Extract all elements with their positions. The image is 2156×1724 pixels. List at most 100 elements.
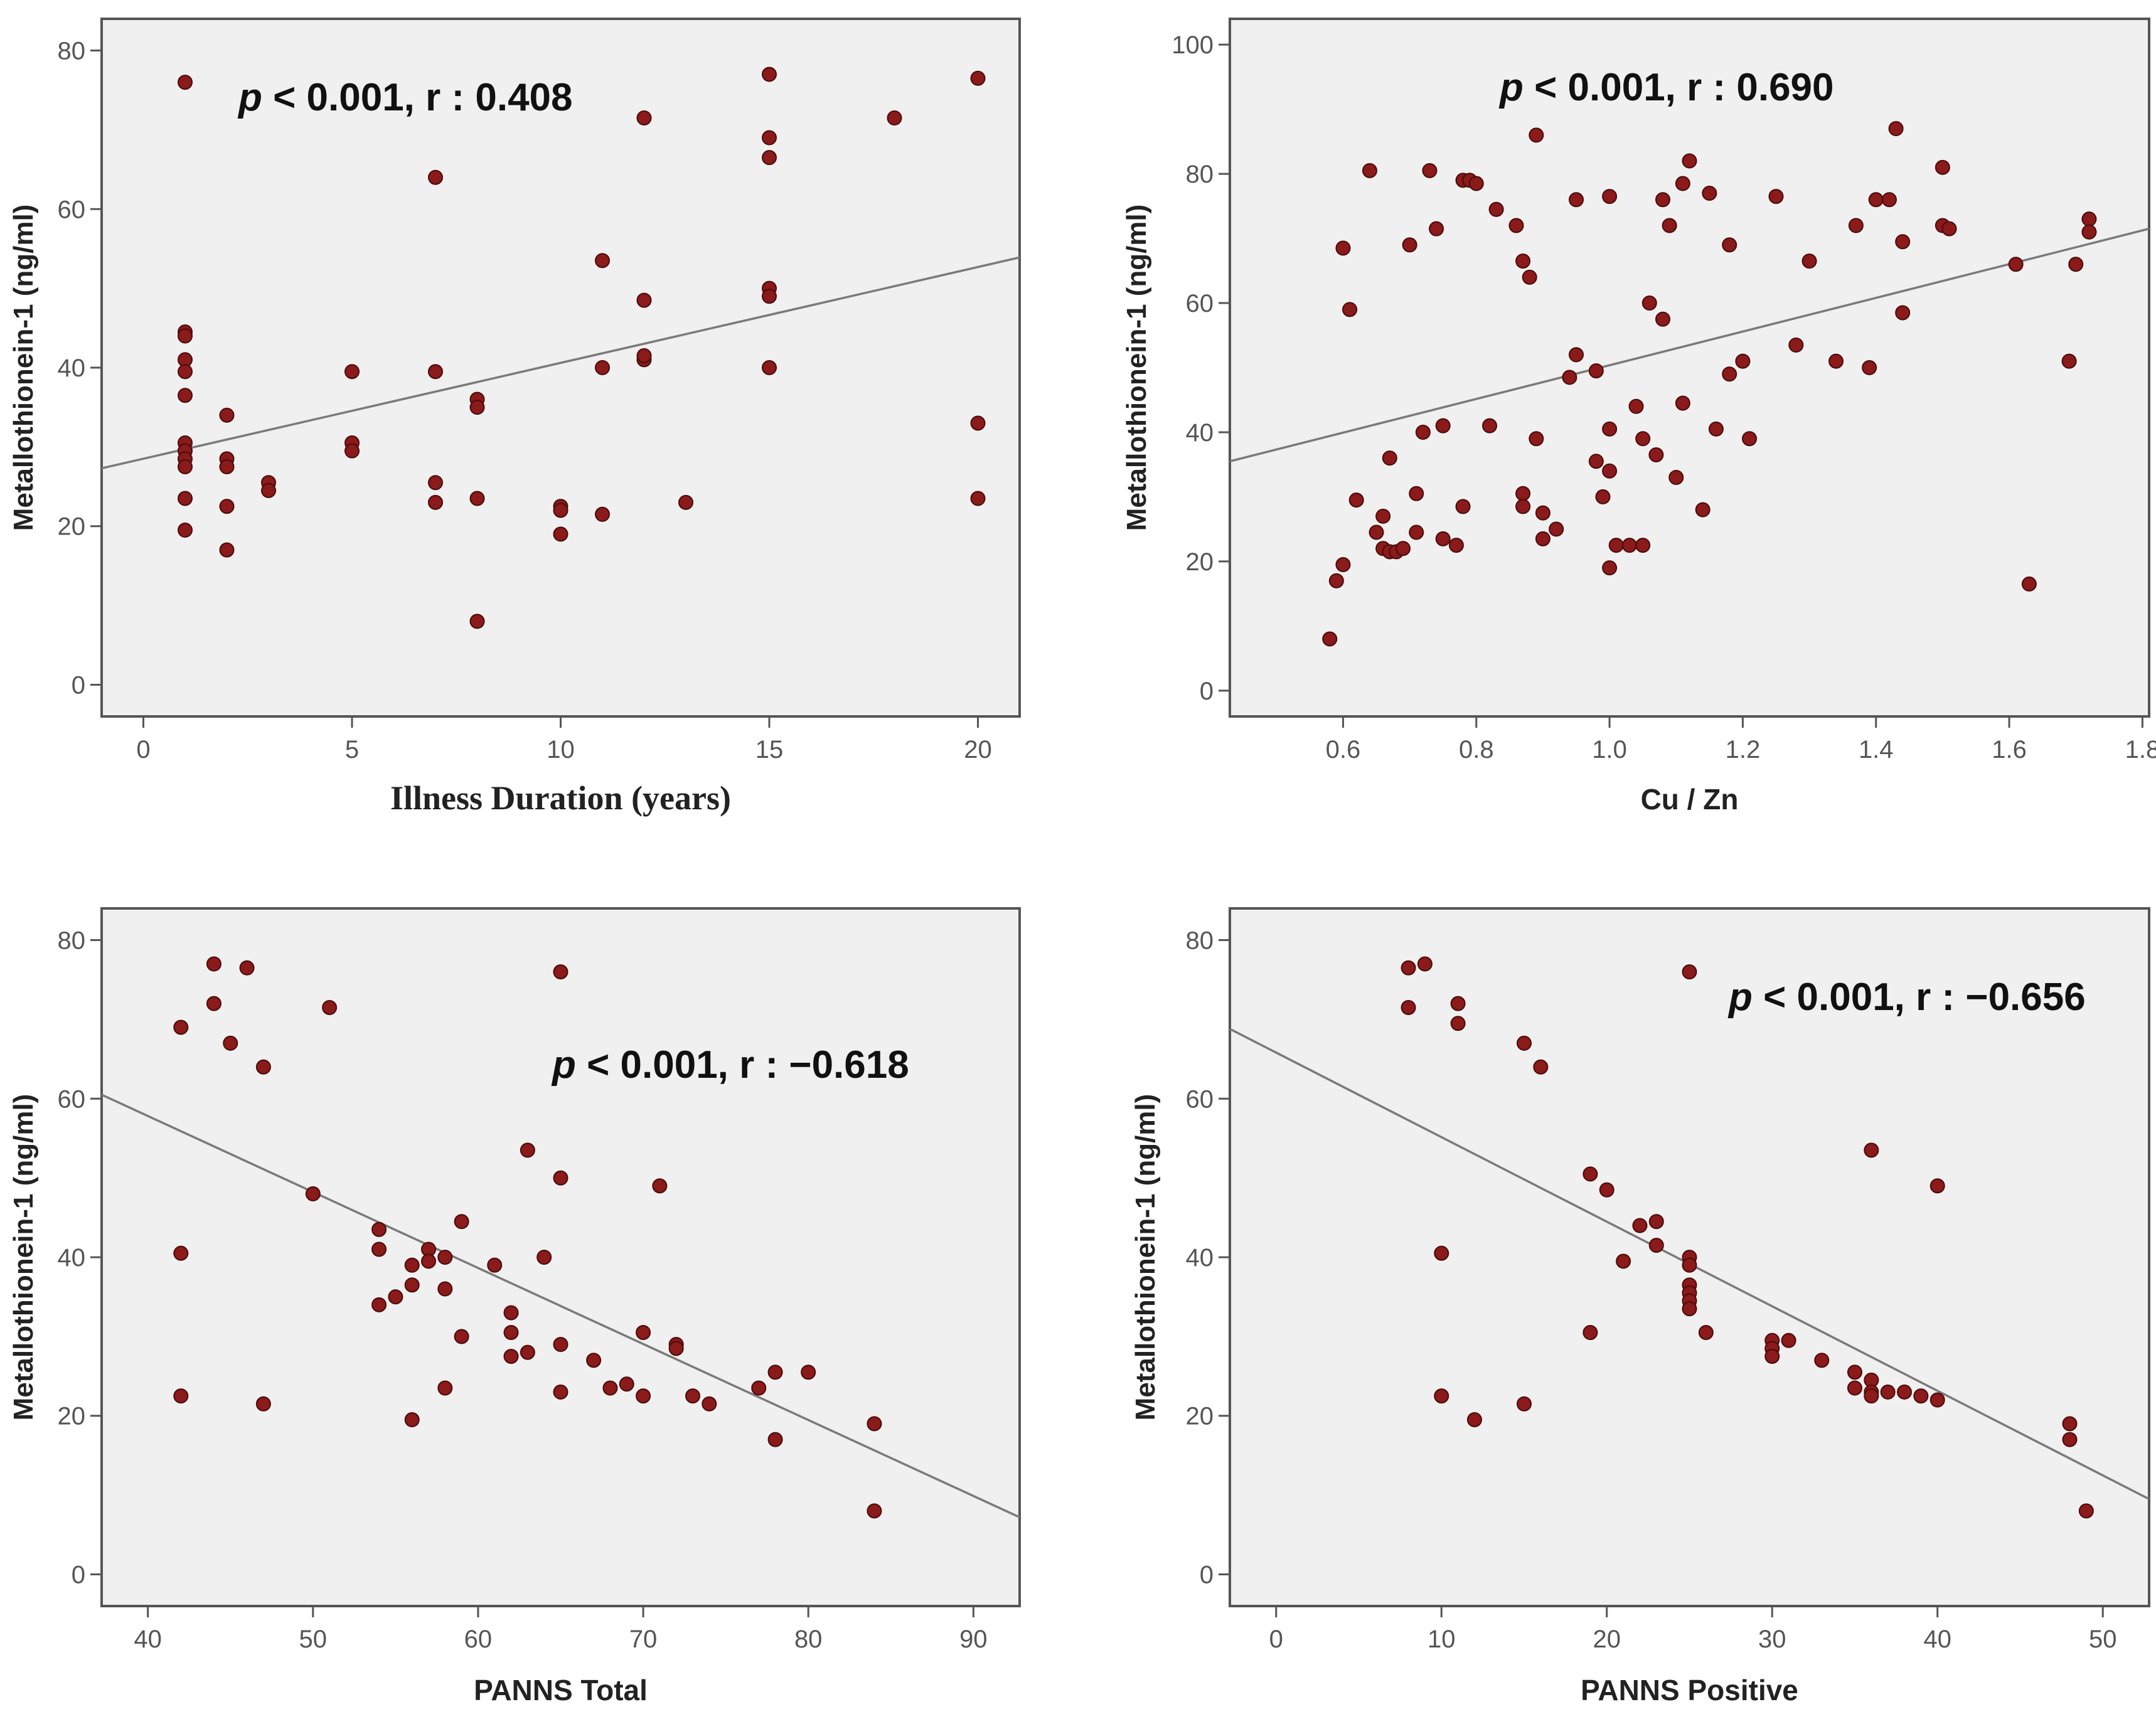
data-point [305,1186,321,1201]
x-tick-label: 0 [136,736,150,764]
data-point [1935,159,1950,175]
data-point [219,542,235,558]
data-point [178,75,193,90]
data-point [261,482,276,498]
stat-annotation: p < 0.001, r : −0.656 [1727,976,2086,1019]
data-point [1396,541,1411,556]
data-point [553,1384,568,1400]
data-point [1455,499,1471,514]
x-tick-label: 5 [345,736,359,764]
data-point [437,1380,453,1396]
data-point [1788,337,1804,353]
data-point [206,956,221,972]
data-point [2081,211,2097,227]
data-point [1742,431,1758,447]
data-point [1466,1412,1482,1428]
data-point [1864,1142,1879,1158]
data-point [1535,531,1550,546]
data-point [801,1365,816,1380]
y-tick-label: 80 [58,927,86,955]
data-point [1429,221,1444,237]
data-point [762,289,777,304]
data-point [1621,538,1637,553]
data-point [2008,257,2024,272]
x-tick-label: 10 [1428,1626,1456,1653]
data-point [1515,486,1531,501]
data-point [678,494,693,510]
p-value-symbol: p [1498,66,1524,109]
data-point [1648,1214,1664,1230]
x-tick-label: 50 [299,1626,328,1653]
data-point [520,1344,535,1360]
data-point [1417,956,1433,972]
x-tick-label: 1.8 [2125,736,2156,764]
data-point [553,1170,568,1186]
data-point [1533,1059,1549,1075]
data-point [1814,1353,1830,1368]
data-point [1655,192,1671,208]
data-point [173,1245,189,1261]
chart-total: 0 20 40 60 80 40 50 60 70 80 90 Metallothionein-1 (… [8,907,1021,1706]
data-point [767,1432,783,1447]
data-point [371,1297,387,1312]
stat-annotation: p < 0.001, r : 0.408 [237,76,573,119]
x-tick-label: 10 [547,736,575,764]
data-point [652,1178,668,1194]
data-point [762,360,777,375]
data-point [1409,486,1424,501]
data-point [173,1388,189,1404]
data-point [503,1325,519,1341]
x-tick-label: 70 [629,1626,658,1653]
data-point [586,1353,602,1368]
data-point [1362,162,1377,178]
x-tick-label: 30 [1758,1626,1786,1653]
y-tick-label: 0 [1200,678,1214,705]
data-point [1522,269,1537,285]
stat-values: < 0.001, r : 0.408 [262,76,573,119]
data-point [1515,253,1531,269]
data-point [1482,418,1498,434]
y-axis-label: Metallothionein-1 (ng/ml) [8,1094,39,1421]
data-point [454,1214,469,1230]
y-tick-label: 40 [58,1244,86,1272]
data-point [371,1221,387,1237]
data-point [970,491,986,506]
data-point [2068,257,2084,272]
data-point [219,499,235,514]
fit-line [1230,227,2149,462]
data-point [1328,573,1344,588]
data-point [1602,463,1618,479]
data-point [602,1380,618,1396]
data-point [970,415,986,431]
data-point [1895,305,1911,321]
data-point [1588,363,1604,379]
stat-values: < 0.001, r : 0.690 [1524,66,1834,109]
data-point [1599,1182,1614,1198]
data-point [1450,996,1466,1011]
data-point [469,614,485,629]
x-tick-label: 1.2 [1726,736,1761,764]
y-tick-label: 20 [58,1403,86,1430]
chart-illness: 0 20 40 60 80 0 5 10 15 20 Metallothionein-1 (ng/m… [8,18,1021,817]
chart-positive: 0 20 40 60 80 0 10 20 30 40 50 Metallothionein-1 (n… [1130,907,2150,1706]
data-point [388,1289,403,1305]
data-point [1895,234,1911,250]
data-point [1468,176,1484,191]
data-point [1695,502,1710,518]
y-tick-label: 40 [1186,1244,1214,1272]
data-point [404,1412,420,1428]
y-axis-label: Metallothionein-1 (ng/ml) [1121,205,1152,531]
data-point [1662,218,1677,233]
x-tick-label: 50 [2089,1626,2117,1653]
x-tick-label: 40 [1923,1626,1951,1653]
data-point [1781,1333,1796,1348]
data-point [469,400,485,415]
data-point [1847,1380,1862,1396]
data-point [178,523,193,538]
data-point [1549,521,1564,537]
x-tick-label: 0.6 [1326,736,1361,764]
data-point [1602,189,1618,205]
data-point [595,360,610,375]
data-point [1582,1325,1598,1341]
data-point [1880,1384,1896,1400]
